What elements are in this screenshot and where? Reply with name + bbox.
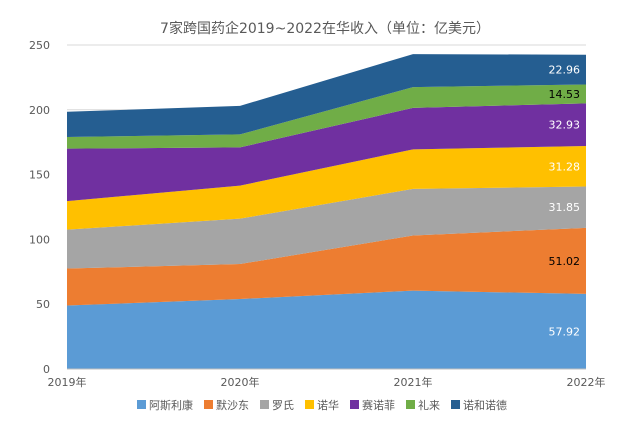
legend-swatch-4 [350, 400, 359, 409]
data-label: 51.02 [549, 255, 581, 268]
x-tick-label: 2022年 [567, 375, 606, 389]
legend-swatch-1 [204, 400, 213, 409]
y-tick-label: 50 [36, 298, 50, 311]
data-label: 14.53 [549, 88, 581, 101]
legend-swatch-5 [406, 400, 415, 409]
data-label: 57.92 [549, 325, 581, 338]
area-series-5 [67, 84, 586, 149]
y-tick-label: 250 [29, 39, 50, 52]
legend-label: 罗氏 [272, 399, 294, 412]
x-tick-label: 2021年 [394, 375, 433, 389]
legend-label: 诺和诺德 [463, 398, 507, 412]
legend-swatch-6 [451, 400, 460, 409]
data-label: 31.85 [549, 201, 581, 214]
legend-swatch-3 [305, 400, 314, 409]
legend-swatch-0 [137, 400, 146, 409]
chart-title: 7家跨国药企2019~2022在华收入（单位：亿美元） [160, 20, 490, 37]
area-series-2 [67, 186, 586, 269]
area-series-0 [67, 290, 586, 369]
area-series-4 [67, 103, 586, 202]
data-label: 32.93 [549, 119, 581, 132]
area-series-6 [67, 54, 586, 138]
legend-label: 阿斯利康 [149, 398, 193, 412]
legend-swatch-2 [260, 400, 269, 409]
legend-label: 赛诺菲 [362, 398, 395, 412]
legend-label: 默沙东 [216, 399, 249, 412]
legend-label: 礼来 [418, 398, 440, 412]
y-tick-label: 0 [43, 363, 50, 376]
y-tick-label: 150 [29, 169, 50, 182]
area-series-1 [67, 227, 586, 306]
data-label: 31.28 [549, 160, 581, 173]
x-tick-label: 2020年 [221, 375, 260, 389]
legend-label: 诺华 [317, 398, 339, 412]
x-tick-label: 2019年 [48, 375, 87, 389]
area-series-3 [67, 145, 586, 230]
y-tick-label: 200 [29, 104, 50, 117]
y-tick-label: 100 [29, 233, 50, 246]
data-label: 22.96 [549, 64, 581, 77]
